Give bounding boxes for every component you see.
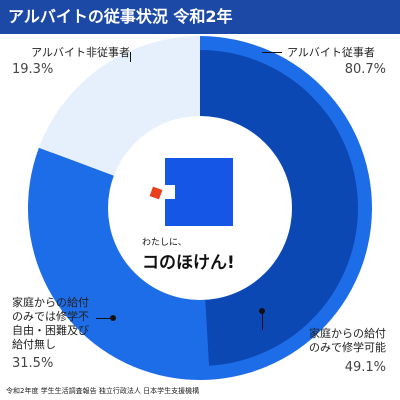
inner-slice-remainder xyxy=(51,152,114,177)
value-not-possible: 31.5% xyxy=(12,356,54,371)
label-possible-line2: のみで修学可能 xyxy=(309,341,386,354)
center-logo-notch xyxy=(165,185,175,199)
leader-line-not-possible xyxy=(96,318,112,319)
legend-non-worker: アルバイト非従事者 xyxy=(31,46,130,59)
inner-slice-not-possible xyxy=(41,153,209,366)
center-logo-square xyxy=(165,158,233,226)
label-possible-line1: 家庭からの給付 xyxy=(309,327,386,340)
leader-dot-possible xyxy=(259,308,265,314)
value-possible: 49.1% xyxy=(344,360,386,375)
label-not-possible-line3: 自由・困難及び xyxy=(12,324,89,337)
center-tagline-big: コのほけん! xyxy=(142,253,235,273)
label-not-possible-line2: のみでは修学不 xyxy=(12,310,89,323)
chart-title: アルバイトの従事状況 令和2年 xyxy=(0,0,400,34)
center-tagline-small: わたしに、 xyxy=(142,238,187,248)
value-non-worker: 19.3% xyxy=(12,62,54,77)
source-footer: 令和2年度 学生生活調査報告 独立行政法人 日本学生支援機構 xyxy=(6,387,200,395)
label-not-possible-line4: 給付無し xyxy=(12,338,56,351)
inner-slice-possible xyxy=(200,50,358,366)
legend-worker: アルバイト従事者 xyxy=(287,46,375,59)
inner-ring xyxy=(41,50,358,366)
leader-line-non-worker xyxy=(130,52,131,62)
value-worker: 80.7% xyxy=(344,62,386,77)
label-not-possible-line1: 家庭からの給付 xyxy=(12,296,89,309)
leader-line-worker xyxy=(262,52,282,53)
leader-dot-not-possible xyxy=(110,315,116,321)
leader-line-possible xyxy=(262,312,263,330)
